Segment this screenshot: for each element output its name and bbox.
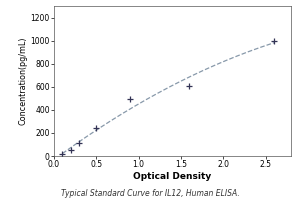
Y-axis label: Concentration(pg/mL): Concentration(pg/mL) <box>19 37 28 125</box>
Text: Typical Standard Curve for IL12, Human ELISA.: Typical Standard Curve for IL12, Human E… <box>61 189 239 198</box>
X-axis label: Optical Density: Optical Density <box>134 172 212 181</box>
